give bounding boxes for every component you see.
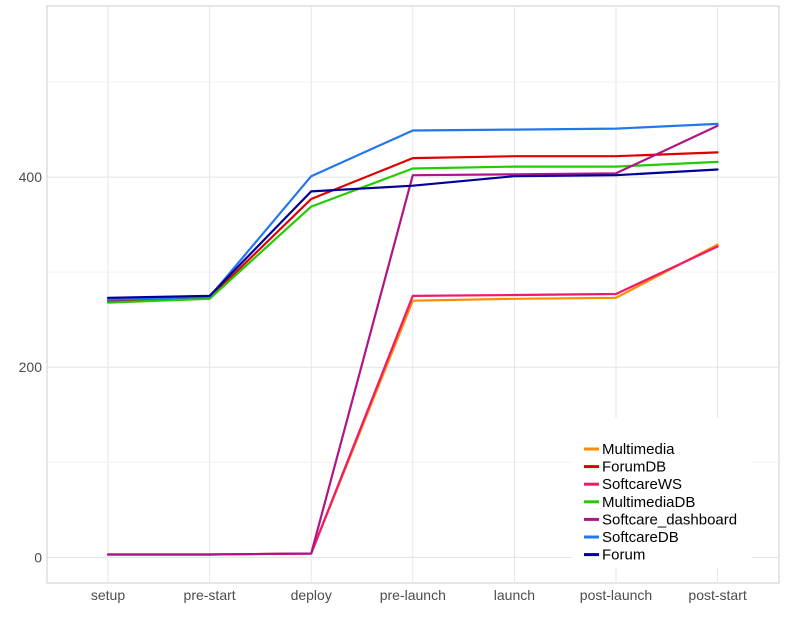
series-line <box>106 168 719 299</box>
x-tick-label: setup <box>91 587 125 603</box>
x-axis-tick-labels: setup pre-start deploy pre-launch launch post… <box>91 587 747 603</box>
legend-label: Forum <box>602 547 645 564</box>
x-tick-label: launch <box>494 587 535 603</box>
legend: MultimediaForumDBSoftcareWSMultimediaDBS… <box>572 418 752 568</box>
y-tick-label: 200 <box>19 359 43 375</box>
legend-label: Softcare_dashboard <box>602 511 737 528</box>
series-line <box>106 124 719 556</box>
y-tick-label: 0 <box>34 549 42 565</box>
x-tick-label: pre-start <box>184 587 236 603</box>
x-tick-label: post-start <box>688 587 746 603</box>
series-lines <box>106 122 719 556</box>
y-tick-label: 400 <box>19 169 43 185</box>
x-tick-label: post-launch <box>580 587 652 603</box>
legend-label: ForumDB <box>602 459 666 476</box>
y-axis-tick-labels: 0 200 400 <box>19 169 43 565</box>
legend-background <box>572 418 752 568</box>
legend-label: MultimediaDB <box>602 494 695 511</box>
x-tick-label: deploy <box>291 587 332 603</box>
legend-label: Multimedia <box>602 441 675 458</box>
series-line <box>106 160 719 304</box>
x-tick-label: pre-launch <box>380 587 446 603</box>
legend-label: SoftcareDB <box>602 529 679 546</box>
legend-label: SoftcareWS <box>602 476 682 493</box>
